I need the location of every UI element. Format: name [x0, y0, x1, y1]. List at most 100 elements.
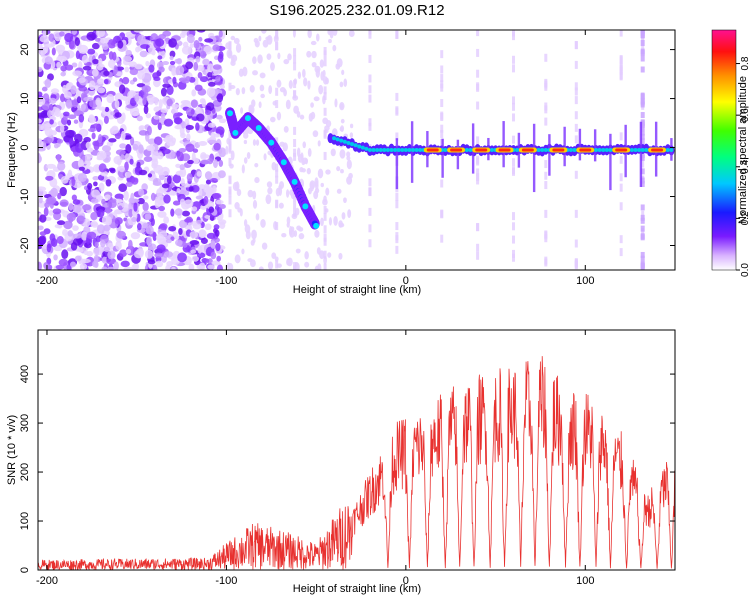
- colorbar-ticks: 0.0 0.2 0.4 0.6 0.8: [736, 56, 750, 277]
- streak-blob: [544, 234, 548, 243]
- noise-blob: [181, 210, 191, 217]
- noise-blob: [101, 145, 111, 152]
- noise-blob: [66, 212, 76, 222]
- noise-blob: [133, 30, 144, 33]
- noise-blob: [196, 219, 203, 224]
- noise-blob: [106, 141, 114, 147]
- noise-blob: [251, 99, 256, 108]
- streak-blob: [228, 189, 232, 198]
- noise-blob: [310, 102, 314, 108]
- noise-blob: [260, 93, 265, 99]
- noise-blob: [144, 249, 154, 259]
- noise-blob: [98, 182, 105, 192]
- noise-blob: [267, 261, 274, 270]
- streak-blob: [574, 60, 578, 69]
- noise-blob: [117, 40, 124, 49]
- noise-blob: [310, 111, 316, 120]
- noise-blob: [53, 254, 58, 261]
- noise-blob: [320, 71, 325, 81]
- streak-blob: [323, 263, 327, 270]
- noise-blob: [254, 162, 259, 168]
- noise-blob: [39, 35, 50, 43]
- noise-blob: [200, 237, 208, 244]
- noise-blob: [64, 32, 74, 43]
- noise-blob: [107, 266, 115, 270]
- noise-blob: [349, 132, 354, 139]
- noise-blob: [124, 161, 129, 172]
- noise-blob: [38, 118, 42, 124]
- noise-blob: [163, 118, 174, 127]
- noise-blob: [47, 196, 57, 205]
- noise-blob: [276, 79, 282, 88]
- carrier-spike: [441, 138, 444, 178]
- noise-blob: [143, 105, 149, 115]
- noise-blob: [105, 179, 112, 187]
- noise-blob: [235, 88, 240, 96]
- carrier-core: [393, 148, 398, 152]
- noise-blob: [270, 116, 276, 123]
- carrier-core: [594, 148, 599, 152]
- streak-blob: [323, 233, 327, 242]
- noise-blob: [183, 199, 194, 208]
- noise-blob: [218, 30, 223, 38]
- noise-blob: [307, 30, 312, 39]
- noise-blob: [292, 30, 296, 38]
- noise-blob: [346, 176, 353, 185]
- streak-blob: [440, 111, 444, 120]
- noise-blob: [178, 147, 187, 153]
- carrier-core: [665, 148, 670, 152]
- streak-blob: [395, 232, 399, 241]
- noise-blob: [98, 57, 103, 67]
- streak-blob: [619, 235, 623, 244]
- noise-blob: [328, 217, 332, 226]
- noise-blob: [306, 167, 311, 175]
- noise-blob: [207, 139, 217, 144]
- streak-blob: [544, 171, 548, 180]
- noise-blob: [300, 152, 304, 161]
- noise-blob: [122, 55, 133, 62]
- streak-blob: [512, 222, 516, 231]
- streak-blob: [440, 65, 444, 74]
- noise-blob: [101, 198, 106, 205]
- noise-blob: [154, 198, 160, 209]
- noise-blob: [215, 242, 221, 252]
- noise-blob: [243, 157, 248, 164]
- streak-blob: [640, 99, 645, 106]
- streak-blob: [544, 258, 548, 267]
- noise-blob: [338, 222, 345, 228]
- streak-blob: [368, 207, 372, 216]
- noise-blob: [285, 99, 291, 110]
- streak-blob: [574, 82, 578, 91]
- carrier-spike: [502, 121, 505, 168]
- noise-blob: [260, 218, 266, 228]
- streak-blob: [619, 202, 623, 211]
- noise-blob: [95, 97, 102, 107]
- noise-blob: [142, 222, 149, 229]
- streak-blob: [323, 225, 327, 234]
- noise-blob: [175, 66, 180, 76]
- streak-blob: [640, 138, 645, 145]
- noise-blob: [302, 141, 307, 149]
- streak-blob: [228, 141, 232, 150]
- noise-blob: [189, 231, 199, 239]
- noise-blob: [174, 124, 184, 130]
- noise-blob: [209, 177, 218, 183]
- noise-blob: [183, 183, 191, 188]
- noise-blob: [125, 248, 132, 254]
- noise-blob: [48, 33, 55, 42]
- noise-blob: [133, 250, 144, 259]
- noise-blob: [134, 63, 143, 70]
- noise-blob: [100, 239, 106, 248]
- noise-blob: [56, 138, 64, 144]
- noise-blob: [248, 104, 253, 114]
- streak-blob: [619, 183, 623, 192]
- noise-blob: [146, 145, 156, 152]
- noise-blob: [86, 231, 97, 240]
- noise-blob: [41, 86, 48, 92]
- noise-blob: [91, 189, 101, 198]
- noise-blob: [105, 216, 113, 226]
- noise-blob: [43, 262, 49, 270]
- streak-blob: [574, 258, 578, 267]
- noise-blob: [105, 206, 112, 214]
- streak-blob: [512, 166, 516, 175]
